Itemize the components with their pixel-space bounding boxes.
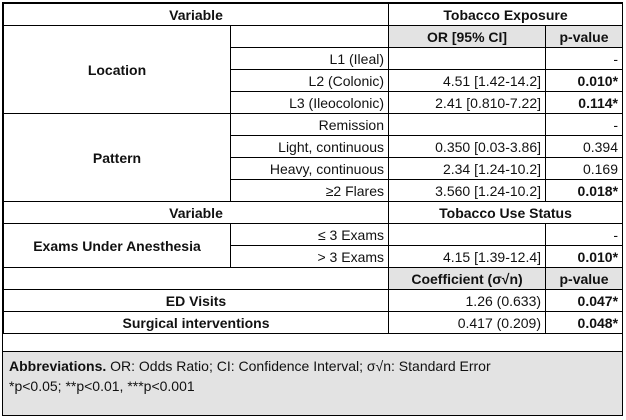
p-value: 0.394 — [545, 135, 624, 158]
row-name: L1 (Ileal) — [229, 47, 390, 70]
or-value — [388, 113, 547, 136]
row-name: Heavy, continuous — [229, 157, 390, 180]
notes-line-1: Abbreviations. OR: Odds Ratio; CI: Confi… — [9, 356, 616, 376]
p-value: - — [545, 47, 624, 70]
p-value: 0.169 — [545, 157, 624, 180]
or-value: 2.41 [0.810-7.22] — [388, 91, 547, 114]
abbreviations-label: Abbreviations. — [9, 358, 107, 374]
p-value: 0.047* — [545, 289, 624, 312]
header-row: Coefficient (σ√n) p-value — [2, 267, 624, 290]
results-table-sheet: Variable Tobacco Exposure Location OR [9… — [2, 2, 624, 416]
table-row: Light, continuous 0.350 [0.03-3.86] 0.39… — [4, 135, 624, 158]
or-value: 4.51 [1.42-14.2] — [388, 69, 547, 92]
table-row: L2 (Colonic) 4.51 [1.42-14.2] 0.010* — [4, 69, 624, 92]
row-name: Remission — [229, 113, 390, 136]
exams-label: Exams Under Anesthesia — [3, 223, 231, 268]
tobacco-use-status-header: Tobacco Use Status — [388, 201, 624, 224]
abbreviations-text: OR: Odds Ratio; CI: Confidence Interval;… — [110, 358, 491, 374]
or-value — [388, 223, 547, 246]
or-ci-header: OR [95% CI] — [388, 25, 547, 48]
p-value: 0.010* — [545, 245, 624, 268]
table-row: Location OR [95% CI] p-value — [3, 25, 624, 114]
location-label: Location — [3, 25, 231, 114]
variable-header: Variable — [2, 3, 390, 26]
coef-value: 0.417 (0.209) — [388, 311, 547, 334]
or-value: 2.34 [1.24-10.2] — [388, 157, 547, 180]
pattern-label: Pattern — [3, 113, 231, 202]
row-name: Surgical interventions — [2, 311, 390, 334]
coef-value: 1.26 (0.633) — [388, 289, 547, 312]
table-row: Exams Under Anesthesia ≤ 3 Exams - — [3, 223, 624, 268]
table-row: Pattern Remission - — [3, 113, 624, 202]
coefficient-header: Coefficient (σ√n) — [388, 267, 547, 290]
row-name: L3 (Ileocolonic) — [229, 91, 390, 114]
header-row: Variable Tobacco Use Status — [2, 201, 624, 224]
p-value: 0.010* — [545, 69, 624, 92]
row-name: ED Visits — [2, 289, 390, 312]
table-notes: Abbreviations. OR: Odds Ratio; CI: Confi… — [3, 351, 622, 415]
variable-header: Variable — [2, 201, 390, 224]
significance-legend: *p<0.05; **p<0.01, ***p<0.001 — [9, 378, 195, 394]
or-value: 3.560 [1.24-10.2] — [388, 179, 547, 202]
p-value: 0.114* — [545, 91, 624, 114]
or-value — [388, 47, 547, 70]
tobacco-exposure-header: Tobacco Exposure — [388, 3, 624, 26]
results-table: Variable Tobacco Exposure Location OR [9… — [2, 3, 624, 334]
or-value: 4.15 [1.39-12.4] — [388, 245, 547, 268]
row-name: ≤ 3 Exams — [229, 223, 390, 246]
table-row: Heavy, continuous 2.34 [1.24-10.2] 0.169 — [4, 157, 624, 180]
pvalue-header: p-value — [545, 25, 624, 48]
row-name: ≥2 Flares — [229, 179, 390, 202]
p-value: - — [545, 223, 624, 246]
table-row: > 3 Exams 4.15 [1.39-12.4] 0.010* — [4, 245, 624, 268]
p-value: - — [545, 113, 624, 136]
row-name: > 3 Exams — [229, 245, 390, 268]
blank-cell — [229, 25, 390, 48]
p-value: 0.048* — [545, 311, 624, 334]
p-value: 0.018* — [545, 179, 624, 202]
row-name: L2 (Colonic) — [229, 69, 390, 92]
pvalue-header: p-value — [545, 267, 624, 290]
table-row: ED Visits 1.26 (0.633) 0.047* — [2, 289, 624, 312]
or-value: 0.350 [0.03-3.86] — [388, 135, 547, 158]
blank-cell — [2, 267, 390, 290]
header-row: Variable Tobacco Exposure — [2, 3, 624, 26]
table-row: Surgical interventions 0.417 (0.209) 0.0… — [2, 311, 624, 334]
row-name: Light, continuous — [229, 135, 390, 158]
